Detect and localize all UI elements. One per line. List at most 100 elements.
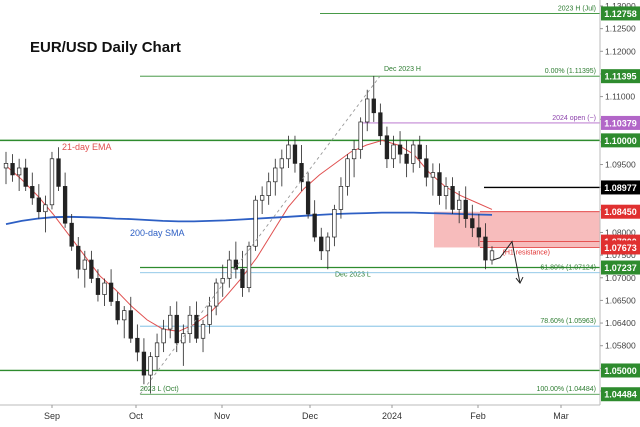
candle-body (483, 236, 488, 261)
candle-body (404, 153, 409, 164)
candle-body (227, 259, 232, 279)
candle-body (411, 144, 416, 164)
candle-body (312, 213, 317, 238)
candle-body (161, 328, 166, 344)
drawings-layer (139, 75, 524, 395)
price-badge (601, 180, 640, 195)
candle-body (16, 167, 22, 176)
candle-body (194, 314, 199, 339)
price-badges-layer: 1.12758 1.11395 1.10379 1.10000 1.08977 1.084… (601, 6, 640, 402)
y-tick-label: 1.07500 (605, 250, 636, 260)
y-tick-label: 1.12000 (605, 46, 636, 56)
candle-body (345, 158, 350, 187)
candle-body (148, 356, 153, 376)
candle-body (266, 181, 271, 196)
fib-trendline (139, 75, 381, 395)
x-tick-label: Dec (302, 411, 319, 421)
candle-body (397, 144, 403, 155)
y-tick-label: 1.05800 (605, 341, 636, 351)
level-annotation: (H1 resistance) (503, 249, 550, 256)
price-badge (601, 260, 640, 275)
price-badge (601, 115, 640, 130)
x-tick-label: Oct (129, 411, 144, 421)
level-annotation: 61.80% (1.07124) (540, 265, 596, 272)
candle-body (36, 197, 41, 213)
x-tick-label: Mar (553, 411, 569, 421)
candle-body (286, 144, 291, 160)
level-annotation: 100.00% (1.04484) (536, 386, 596, 393)
candle-body (23, 167, 28, 187)
candle-body (259, 195, 265, 201)
candle-body (76, 245, 81, 270)
price-badge-label: 1.04484 (604, 390, 637, 400)
price-badge (601, 6, 640, 21)
ema-label: 21-day EMA (62, 142, 112, 152)
candle-body (384, 135, 390, 160)
price-badge (601, 363, 640, 378)
candle-body (102, 282, 107, 295)
projection-path (492, 240, 521, 284)
candle-body (10, 163, 15, 176)
candle-body (273, 167, 278, 183)
candle-body (240, 268, 245, 288)
level-annotation: 78.60% (1.05963) (540, 318, 596, 325)
y-tick-label: 1.13000 (605, 1, 636, 11)
candle-body (154, 342, 160, 358)
y-tick-label: 1.09500 (605, 160, 636, 170)
candle-body (332, 209, 337, 238)
candle-body (115, 301, 120, 321)
candle-body (122, 310, 127, 321)
price-badge-label: 1.11395 (604, 72, 636, 82)
candle-body (358, 121, 363, 150)
x-tick-label: Nov (214, 411, 231, 421)
price-badge (601, 133, 640, 148)
x-tick-label: 2024 (382, 411, 402, 421)
candle-body (450, 186, 455, 210)
candle-body (220, 278, 225, 284)
candle-body (168, 314, 173, 330)
candle-body (246, 245, 252, 288)
candle-body (437, 172, 442, 196)
candle-body (43, 204, 48, 213)
candle-body (378, 112, 383, 137)
candle-body (181, 333, 186, 344)
candle-body (443, 186, 449, 196)
price-badge-label: 1.08450 (604, 207, 637, 217)
candle-body (476, 227, 482, 238)
price-badge (601, 387, 640, 402)
candle-body (30, 186, 35, 199)
candle-body (430, 172, 436, 178)
candle-body (299, 163, 304, 183)
candle-body (56, 158, 61, 187)
candle-body (135, 337, 140, 353)
candle-body (200, 324, 206, 339)
y-tick-label: 1.06500 (605, 295, 636, 305)
x-tick-label: Feb (470, 411, 486, 421)
candle-body (141, 351, 147, 376)
level-annotation: 0.00% (1.11395) (545, 68, 596, 75)
price-badge-label: 1.10000 (604, 136, 637, 146)
horizontal-levels-layer: 2023 H (Jul) 0.00% (1.11395) 2024 open (~)… (0, 5, 600, 395)
price-badge-label: 1.05000 (604, 366, 637, 376)
candle-body (128, 310, 133, 339)
price-badge-label: 1.08977 (604, 183, 637, 193)
candle-body (95, 278, 101, 295)
y-tick-label: 1.08000 (605, 227, 636, 237)
candle-body (457, 199, 462, 210)
x-tick-label: Sep (44, 411, 60, 421)
y-tick-label: 1.06400 (605, 318, 636, 328)
candle-body (292, 144, 298, 164)
candle-body (82, 259, 87, 270)
candle-body (371, 98, 376, 114)
candle-body (424, 158, 429, 178)
candle-body (325, 236, 330, 252)
candle-body (49, 158, 55, 206)
plot-background (0, 0, 600, 405)
candle-body (89, 259, 94, 279)
level-annotation: Dec 2023 L (335, 272, 371, 279)
y-tick-label: 1.07000 (605, 273, 636, 283)
chart-title: EUR/USD Daily Chart (30, 39, 181, 56)
candle-body (351, 149, 357, 160)
candle-body (319, 236, 324, 252)
